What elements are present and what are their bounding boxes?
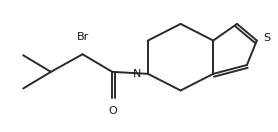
Text: S: S — [264, 33, 271, 43]
Text: O: O — [108, 106, 117, 116]
Text: Br: Br — [76, 32, 89, 42]
Text: N: N — [133, 69, 141, 79]
